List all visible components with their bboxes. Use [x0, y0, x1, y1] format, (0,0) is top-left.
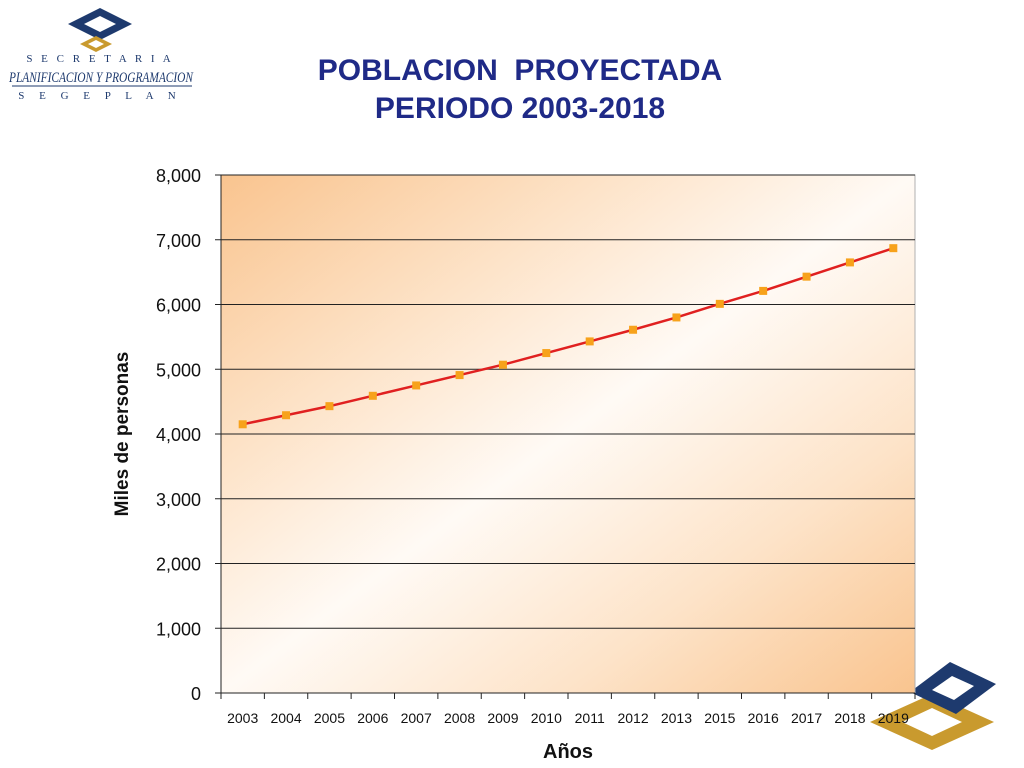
logo-line-2: PLANIFICACION Y PROGRAMACION: [8, 70, 194, 86]
y-tick-label: 2,000: [156, 555, 201, 575]
data-point: [455, 371, 464, 380]
data-point: [238, 420, 247, 429]
data-point: [412, 381, 421, 390]
x-tick-label: 2003: [227, 710, 258, 726]
x-tick-label: 2016: [748, 710, 779, 726]
data-point: [845, 258, 854, 267]
x-tick-label: 2017: [791, 710, 822, 726]
title-line-1: POBLACION PROYECTADA: [317, 54, 723, 87]
data-point: [759, 286, 768, 295]
logo-line-1: S E C R E T A R I A: [26, 53, 173, 65]
axes: [220, 175, 916, 699]
segeplan-logo: S E C R E T A R I A PLANIFICACION Y PROG…: [8, 8, 194, 102]
x-tick-label: 2012: [617, 710, 648, 726]
y-tick-label: 1,000: [156, 619, 201, 639]
y-axis-title: Miles de personas: [112, 352, 133, 517]
y-tick-label: 0: [191, 684, 201, 704]
series-line: [242, 246, 894, 426]
x-tick-label: 2007: [401, 710, 432, 726]
title-line-2: PERIODO 2003-2018: [374, 92, 666, 125]
x-tick-label: 2005: [314, 710, 345, 726]
data-point: [629, 325, 638, 334]
y-tick-label: 6,000: [156, 296, 201, 316]
x-tick-label: 2019: [878, 710, 909, 726]
data-point: [542, 349, 551, 358]
x-tick-label: 2011: [575, 710, 605, 726]
y-tick-label: 3,000: [156, 490, 201, 510]
x-tick-label: 2009: [487, 710, 518, 726]
data-point: [325, 402, 334, 411]
x-tick-label: 2013: [661, 710, 692, 726]
y-tick-labels: 0 1,000 2,000 3,000 4,000 5,000 6,000 7,000 8,00…: [156, 166, 201, 704]
corner-emblem-icon: [870, 662, 996, 750]
data-point: [889, 244, 898, 253]
data-point: [672, 313, 681, 322]
y-tick-label: 5,000: [156, 360, 201, 380]
x-tick-label: 2006: [357, 710, 388, 726]
data-point: [585, 337, 594, 346]
data-point: [282, 411, 291, 420]
y-tick-label: 4,000: [156, 425, 201, 445]
logo-emblem-icon: [68, 8, 132, 52]
data-point: [498, 360, 507, 369]
x-tick-labels: 2003 2004 2005 2006 2007 2008 2009 2010 2011 2012…: [227, 710, 909, 726]
y-tick-label: 8,000: [156, 166, 201, 186]
x-tick-label: 2010: [531, 710, 562, 726]
x-tick-label: 2015: [704, 710, 735, 726]
logo-line-3: S E G E P L A N: [18, 90, 181, 102]
y-tick-label: 7,000: [156, 231, 201, 251]
gridlines: [215, 174, 915, 694]
x-tick-label: 2004: [270, 710, 301, 726]
series-population: [238, 244, 898, 429]
x-tick-label: 2008: [444, 710, 475, 726]
x-tick-label: 2018: [834, 710, 865, 726]
x-axis-title: Años: [543, 741, 593, 763]
data-point: [802, 272, 811, 281]
page-title: POBLACION PROYECTADA PERIODO 2003-2018: [230, 52, 810, 128]
data-point: [368, 391, 377, 400]
data-point: [715, 299, 724, 308]
